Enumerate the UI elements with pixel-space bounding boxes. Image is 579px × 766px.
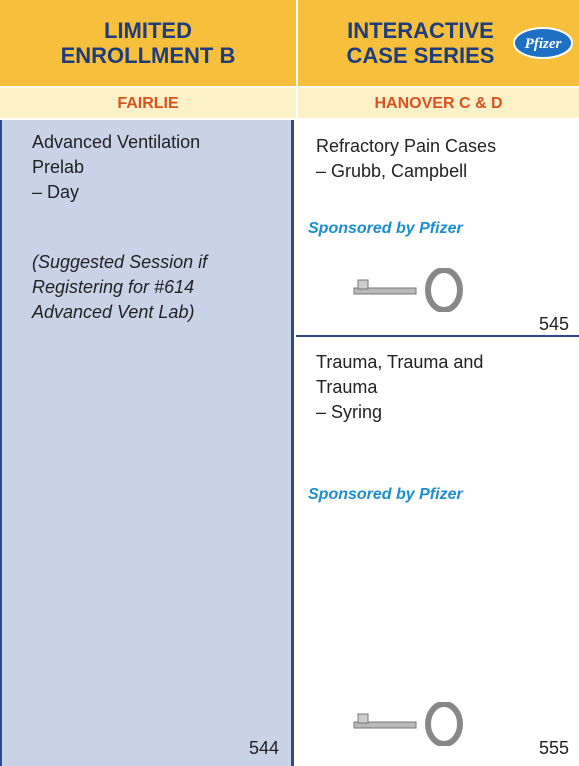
line: – Syring (316, 402, 383, 422)
sponsor: Sponsored by Pfizer (308, 220, 463, 237)
divider (296, 335, 579, 337)
sponsor: Sponsored by Pfizer (308, 486, 463, 503)
line: Registering for #614 (32, 277, 195, 297)
session-title: Advanced Ventilation Prelab – Day (32, 130, 200, 205)
room-cell (298, 88, 579, 118)
line: Prelab (32, 157, 85, 177)
session-number: 544 (248, 738, 279, 758)
line: Refractory Pain Cases (316, 136, 497, 156)
room-name: HANOVER C & D (374, 95, 503, 112)
key-icon (353, 702, 463, 746)
column-title: LIMITED ENROLLMENT B (0, 18, 296, 68)
line: (Suggested Session if (32, 252, 208, 272)
session-panel (0, 120, 294, 766)
title-line: LIMITED (104, 18, 192, 43)
session-note: (Suggested Session if Registering for #6… (32, 250, 207, 325)
line: – Grubb, Campbell (316, 161, 468, 181)
line: Trauma, Trauma and (316, 352, 484, 372)
pfizer-logo: Pfizer (513, 27, 573, 59)
logo-text: Pfizer (525, 36, 562, 52)
session-title: Refractory Pain Cases – Grubb, Campbell (316, 134, 496, 184)
line: – Day (32, 182, 80, 202)
session-number: 555 (538, 738, 569, 758)
header-cell (0, 0, 296, 86)
column-title: INTERACTIVE CASE SERIES (298, 18, 543, 68)
line: Trauma (316, 377, 378, 397)
title-line: INTERACTIVE (347, 18, 494, 43)
line: Advanced Vent Lab) (32, 302, 195, 322)
title-line: CASE SERIES (346, 43, 495, 68)
session-number: 545 (538, 314, 569, 334)
room-cell (0, 88, 296, 118)
session-title: Trauma, Trauma and Trauma – Syring (316, 350, 483, 425)
key-icon (353, 268, 463, 312)
title-line: ENROLLMENT B (60, 43, 236, 68)
line: Advanced Ventilation (32, 132, 201, 152)
room-name: FAIRLIE (117, 95, 179, 112)
